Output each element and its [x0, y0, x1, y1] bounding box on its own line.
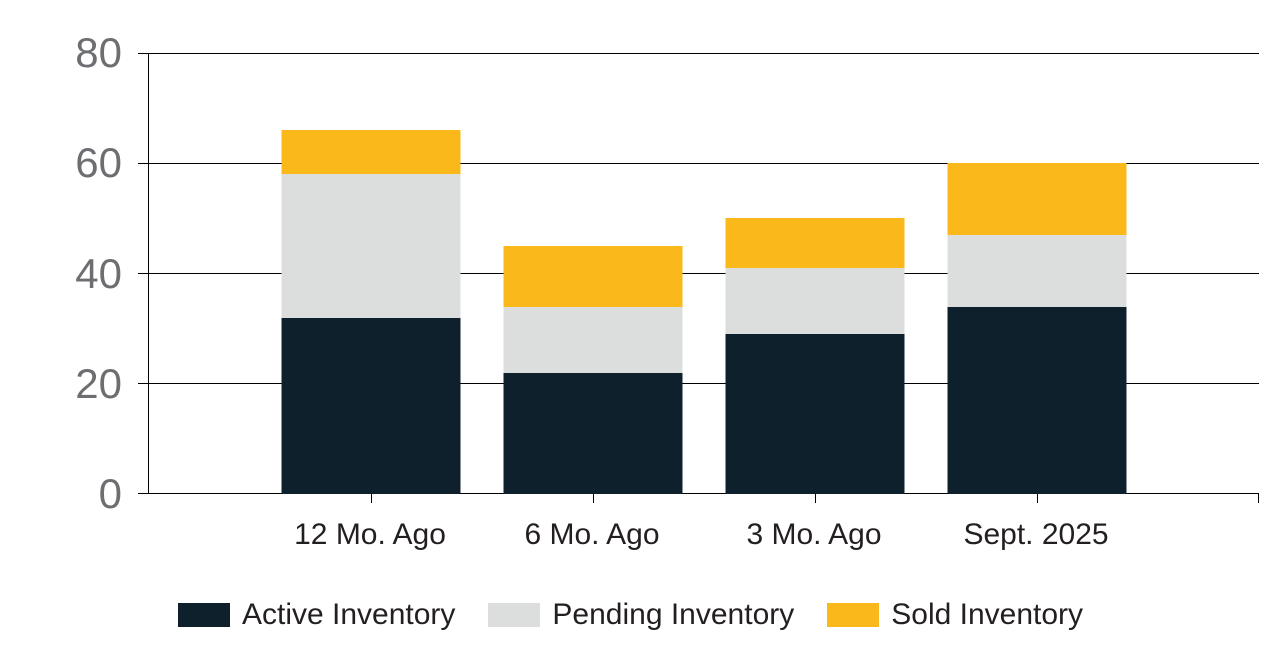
- segment-active-inventory: [281, 317, 461, 494]
- plot-area: [138, 52, 1259, 503]
- segment-active-inventory: [725, 334, 905, 494]
- y-tick-label: 80: [75, 29, 122, 76]
- gridline-y-0: [138, 493, 1259, 494]
- legend-swatch-icon: [488, 603, 541, 627]
- x-tick-label: 12 Mo. Ago: [294, 518, 446, 551]
- legend-item-active-inventory: Active Inventory: [177, 598, 456, 632]
- y-tick-label: 40: [75, 249, 122, 297]
- legend-label: Active Inventory: [241, 598, 456, 631]
- legend-swatch-icon: [177, 603, 230, 627]
- legend-swatch-icon: [827, 603, 880, 627]
- x-tick-label: 6 Mo. Ago: [524, 518, 660, 551]
- y-tick-label: 0: [98, 470, 122, 517]
- segment-pending-inventory: [947, 234, 1127, 307]
- legend: Active Inventory Pending Inventory Sold In…: [0, 598, 1261, 632]
- bar-sept-2025: [947, 163, 1127, 494]
- segment-pending-inventory: [725, 268, 905, 335]
- segment-sold-inventory: [281, 130, 461, 175]
- segment-sold-inventory: [503, 245, 683, 307]
- legend-item-pending-inventory: Pending Inventory: [488, 598, 794, 632]
- segment-active-inventory: [503, 372, 683, 494]
- x-axis-end-tick: [1258, 494, 1259, 503]
- segment-pending-inventory: [503, 306, 683, 373]
- bar-12-mo-ago: [281, 130, 461, 494]
- segment-sold-inventory: [725, 218, 905, 268]
- y-tick-label: 60: [75, 139, 122, 187]
- x-tick-label: Sept. 2025: [963, 518, 1109, 551]
- x-tick: [815, 494, 816, 503]
- y-tick-label: 20: [75, 359, 122, 407]
- x-tick: [371, 494, 372, 503]
- gridline-y-80: [138, 52, 1259, 54]
- gridline-y-60: [138, 162, 1259, 164]
- segment-active-inventory: [947, 306, 1127, 494]
- x-tick: [593, 494, 594, 503]
- legend-label: Pending Inventory: [552, 598, 795, 631]
- bar-3-mo-ago: [725, 218, 905, 494]
- segment-sold-inventory: [947, 163, 1127, 235]
- gridline-y-40: [138, 273, 1259, 274]
- gridline-y-20: [138, 383, 1259, 385]
- x-tick: [1037, 494, 1038, 503]
- bar-6-mo-ago: [503, 245, 683, 494]
- legend-label: Sold Inventory: [891, 598, 1084, 631]
- segment-pending-inventory: [281, 174, 461, 318]
- x-tick-label: 3 Mo. Ago: [746, 518, 882, 551]
- legend-item-sold-inventory: Sold Inventory: [827, 598, 1083, 632]
